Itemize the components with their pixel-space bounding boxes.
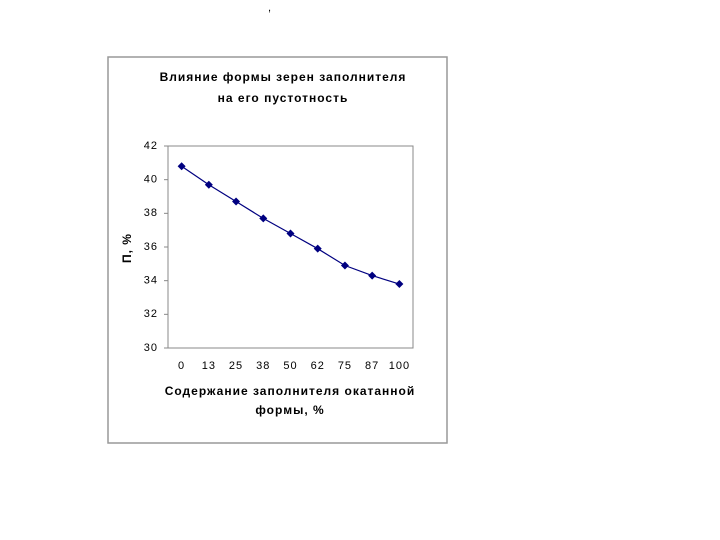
plot-area [167, 145, 414, 349]
x-tick-label: 87 [365, 360, 379, 372]
chart-title: на его пустотность [218, 91, 349, 105]
data-point [313, 244, 322, 253]
data-point [286, 229, 295, 238]
x-axis-label: Содержание заполнителя окатанной [165, 384, 416, 398]
data-point [368, 271, 377, 280]
y-tick-label: 30 [144, 342, 158, 354]
x-axis-label: формы, % [255, 403, 324, 417]
data-point [259, 214, 268, 223]
x-tick-label: 0 [178, 360, 185, 372]
data-point [204, 180, 213, 189]
x-tick-label: 62 [311, 360, 325, 372]
x-tick-label: 50 [283, 360, 297, 372]
chart-title: Влияние формы зерен заполнителя [160, 70, 407, 84]
y-tick-label: 42 [144, 140, 158, 152]
x-tick-label: 38 [256, 360, 270, 372]
y-axis-label: П, % [120, 233, 134, 263]
y-tick-label: 32 [144, 308, 158, 320]
note: , [268, 2, 272, 14]
y-tick-label: 38 [144, 207, 158, 219]
x-tick-label: 75 [338, 360, 352, 372]
y-tick-label: 34 [144, 275, 158, 287]
x-tick-label: 25 [229, 360, 243, 372]
x-tick-label: 13 [202, 360, 216, 372]
data-point [177, 162, 186, 171]
x-tick-label: 100 [389, 360, 410, 372]
y-tick-label: 36 [144, 241, 158, 253]
data-point [340, 261, 349, 270]
y-tick-label: 40 [144, 174, 158, 186]
data-point [395, 280, 404, 289]
data-point [232, 197, 241, 206]
